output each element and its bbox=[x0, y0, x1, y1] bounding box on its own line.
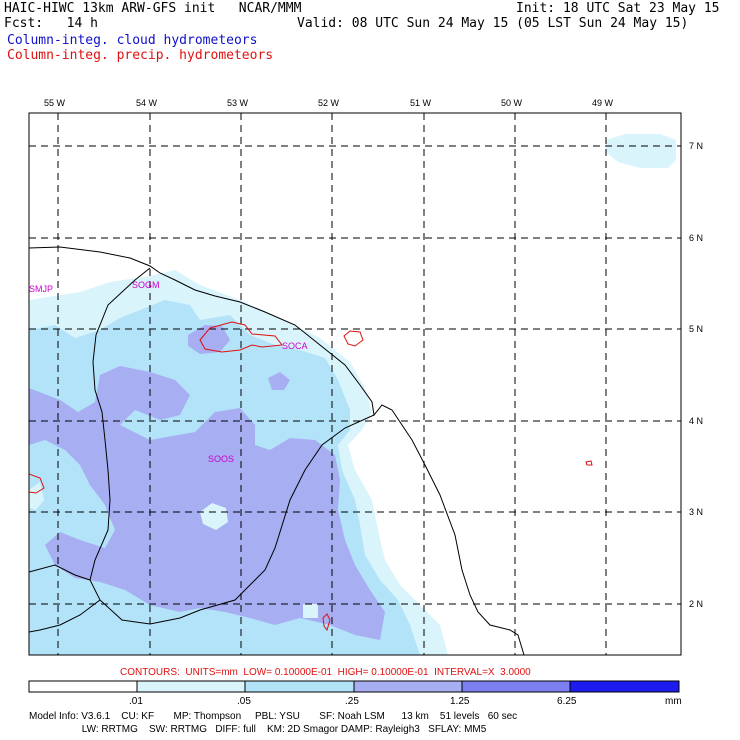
lat-label: 6 N bbox=[689, 233, 704, 243]
colorbar-tick: .01 bbox=[129, 696, 143, 707]
station-label-smjp: SMJP bbox=[29, 284, 53, 294]
map-frame bbox=[28, 112, 682, 656]
forecast-hour: Fcst: 14 h bbox=[4, 16, 98, 31]
station-label-soca: SOCA bbox=[282, 341, 308, 351]
cloud-region-dense bbox=[268, 372, 290, 390]
init-time: Init: 18 UTC Sat 23 May 15 bbox=[516, 1, 720, 16]
model-info-line1: Model Info: V3.6.1 CU: KF MP: Thompson P… bbox=[29, 711, 518, 722]
field-precip-label: Column-integ. precip. hydrometeors bbox=[7, 48, 274, 63]
lat-label: 7 N bbox=[689, 141, 704, 151]
colorbar-tick: 6.25 bbox=[557, 696, 577, 707]
valid-time: Valid: 08 UTC Sun 24 May 15 (05 LST Sun … bbox=[297, 16, 689, 31]
colorbar bbox=[28, 680, 680, 693]
field-cloud-label: Column-integ. cloud hydrometeors bbox=[7, 33, 258, 48]
lon-label: 51 W bbox=[410, 98, 432, 108]
lon-label: 54 W bbox=[136, 98, 158, 108]
lon-label: 50 W bbox=[501, 98, 523, 108]
lat-label: 5 N bbox=[689, 324, 704, 334]
grid-lines bbox=[29, 113, 681, 655]
border bbox=[29, 564, 91, 581]
lon-label: 55 W bbox=[44, 98, 66, 108]
colorbar-tick: 1.25 bbox=[450, 696, 470, 707]
colorbar-tick: .25 bbox=[345, 696, 359, 707]
lon-label: 52 W bbox=[318, 98, 340, 108]
cloud-region-light bbox=[606, 134, 676, 168]
border bbox=[29, 599, 101, 633]
precip-contours bbox=[29, 321, 593, 632]
lat-label: 4 N bbox=[689, 416, 704, 426]
cloud-region-dense bbox=[29, 366, 385, 640]
coastline bbox=[29, 246, 525, 655]
model-title: HAIC-HIWC 13km ARW-GFS init NCAR/MMM bbox=[4, 1, 302, 16]
lon-label: 49 W bbox=[592, 98, 614, 108]
colorbar-unit: mm bbox=[665, 696, 682, 707]
lat-label: 2 N bbox=[689, 599, 704, 609]
lat-label: 3 N bbox=[689, 507, 704, 517]
station-label-soos: SOOS bbox=[208, 454, 234, 464]
model-info-line2: LW: RRTMG SW: RRTMG DIFF: full KM: 2D Sm… bbox=[29, 724, 487, 735]
station-label-sogm: SOGM bbox=[132, 280, 160, 290]
colorbar-tick: .05 bbox=[237, 696, 251, 707]
contours-info: CONTOURS: UNITS=mm LOW= 0.10000E-01 HIGH… bbox=[120, 667, 531, 678]
cloud-region-dense bbox=[188, 325, 230, 354]
lon-label: 53 W bbox=[227, 98, 249, 108]
